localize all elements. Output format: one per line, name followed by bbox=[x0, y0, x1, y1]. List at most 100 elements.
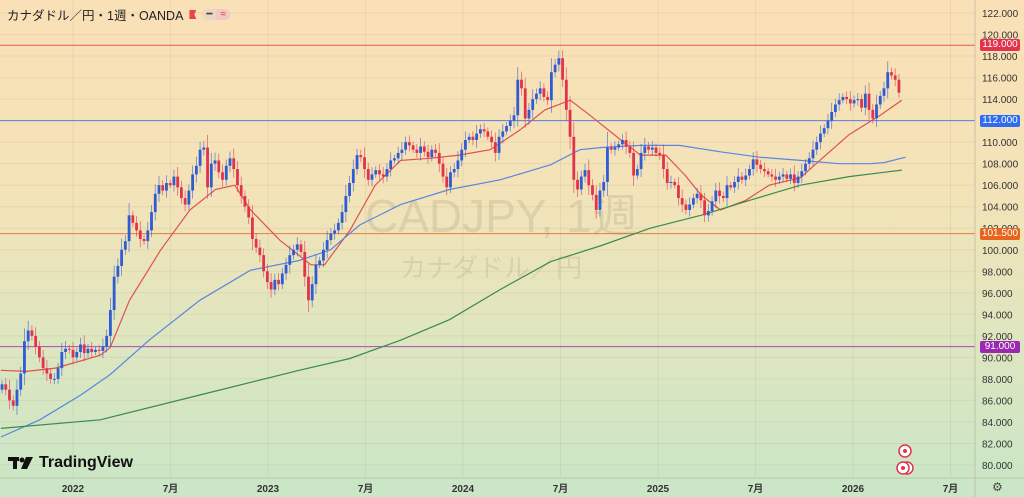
symbol-legend[interactable]: カナダドル／円・1週・OANDA ━ ≈ bbox=[7, 5, 230, 24]
candle bbox=[684, 199, 688, 215]
y-tick-label: 98.000 bbox=[982, 267, 1013, 278]
candle bbox=[299, 239, 303, 257]
candle-body bbox=[247, 206, 251, 218]
candle-body bbox=[277, 279, 280, 285]
candle-body bbox=[647, 146, 650, 150]
candle-body bbox=[157, 185, 161, 194]
candle bbox=[108, 297, 112, 347]
candle bbox=[239, 176, 243, 204]
candle-body bbox=[512, 115, 516, 121]
candle bbox=[172, 169, 176, 192]
candle-body bbox=[456, 160, 460, 170]
symbol-title[interactable]: カナダドル／円・1週・OANDA bbox=[7, 9, 184, 23]
candle-body bbox=[232, 158, 236, 170]
candle-body bbox=[123, 241, 127, 250]
flag-icon[interactable] bbox=[189, 10, 197, 19]
line-icon[interactable]: ━ bbox=[202, 9, 217, 20]
candle bbox=[863, 85, 867, 116]
candle bbox=[366, 162, 370, 186]
tradingview-logo[interactable]: TradingView bbox=[8, 454, 133, 472]
candle-body bbox=[344, 195, 348, 213]
candle-body bbox=[766, 171, 770, 175]
horizontal-lines[interactable] bbox=[0, 44, 975, 348]
candle bbox=[370, 167, 374, 187]
candle bbox=[781, 167, 785, 183]
candle bbox=[194, 156, 198, 183]
candle-body bbox=[295, 244, 299, 250]
candle-body bbox=[236, 169, 239, 186]
candle-body bbox=[856, 99, 860, 101]
y-tick-label: 88.000 bbox=[982, 375, 1013, 386]
event-markers[interactable] bbox=[896, 444, 914, 475]
candle-body bbox=[265, 271, 269, 283]
candle bbox=[228, 151, 232, 172]
y-tick-label: 100.000 bbox=[982, 246, 1019, 257]
candle-body bbox=[127, 215, 131, 242]
candle-body bbox=[662, 155, 665, 170]
x-tick-label: 2023 bbox=[257, 484, 280, 495]
candle-body bbox=[482, 129, 486, 132]
candle-body bbox=[71, 349, 75, 358]
candle-body bbox=[359, 155, 363, 158]
candle bbox=[34, 327, 38, 355]
candle-body bbox=[553, 64, 557, 73]
price-tag: 112.000 bbox=[980, 114, 1020, 127]
y-tick-label: 108.000 bbox=[982, 160, 1019, 171]
y-tick-label: 94.000 bbox=[982, 310, 1013, 321]
candle-body bbox=[239, 185, 243, 196]
candle-body bbox=[19, 373, 23, 390]
legend-pills[interactable]: ━ ≈ bbox=[202, 9, 230, 20]
candle bbox=[452, 163, 456, 178]
candle-body bbox=[867, 93, 871, 110]
candle-body bbox=[796, 176, 800, 184]
candle-body bbox=[845, 96, 849, 100]
candle bbox=[449, 165, 452, 194]
candle-body bbox=[34, 335, 38, 347]
candle-body bbox=[150, 212, 153, 231]
candle-body bbox=[860, 99, 863, 108]
approx-icon[interactable]: ≈ bbox=[216, 9, 230, 20]
candle bbox=[292, 244, 295, 260]
event-marker-dot bbox=[901, 466, 905, 470]
candle bbox=[538, 81, 542, 101]
candle-body bbox=[135, 222, 138, 231]
candle bbox=[138, 221, 142, 248]
candle bbox=[785, 170, 789, 183]
candle-body bbox=[826, 120, 830, 129]
candle bbox=[680, 189, 684, 213]
y-tick-label: 104.000 bbox=[982, 203, 1019, 214]
candle-body bbox=[848, 99, 852, 104]
x-tick-label: 7月 bbox=[553, 483, 569, 495]
settings-icon[interactable]: ⚙ bbox=[992, 480, 1003, 494]
candle-body bbox=[684, 204, 688, 210]
candle bbox=[557, 50, 561, 72]
candle-body bbox=[699, 193, 703, 201]
candle bbox=[37, 341, 41, 363]
candle bbox=[848, 91, 852, 111]
candle bbox=[374, 166, 378, 178]
candle bbox=[127, 202, 131, 253]
candle-body bbox=[415, 149, 419, 153]
candle-body bbox=[348, 183, 351, 196]
candle bbox=[729, 181, 733, 191]
candle bbox=[860, 94, 863, 113]
candle bbox=[867, 82, 871, 120]
candle bbox=[340, 204, 344, 230]
candle-body bbox=[101, 346, 105, 351]
candle-body bbox=[744, 175, 748, 180]
candle bbox=[265, 263, 269, 289]
candle-body bbox=[763, 169, 766, 172]
candle-body bbox=[792, 174, 796, 184]
candle-body bbox=[471, 136, 475, 140]
candle bbox=[30, 325, 34, 341]
candle bbox=[815, 136, 819, 155]
candle-body bbox=[875, 104, 878, 119]
candle bbox=[393, 155, 396, 164]
candle bbox=[385, 163, 389, 182]
candle bbox=[804, 159, 807, 176]
candle bbox=[206, 134, 209, 199]
candle-body bbox=[363, 157, 366, 170]
candle-body bbox=[30, 330, 34, 336]
candle-body bbox=[221, 172, 224, 180]
